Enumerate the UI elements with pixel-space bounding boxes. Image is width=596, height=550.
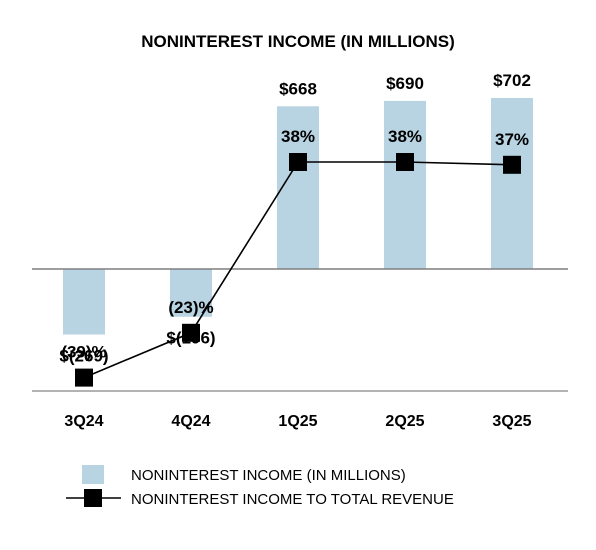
line-value-label-3Q25: 37% xyxy=(495,130,529,149)
line-value-label-3Q24: (39)% xyxy=(61,343,106,362)
line-marker-4Q24 xyxy=(182,323,200,342)
line-series xyxy=(75,153,521,387)
x-tick-3Q25: 3Q25 xyxy=(492,413,531,430)
bar-2Q25 xyxy=(384,100,426,269)
line-value-label-2Q25: 38% xyxy=(388,127,422,146)
bar-value-label-2Q25: $690 xyxy=(386,74,424,93)
legend-label-bar: NONINTEREST INCOME (IN MILLIONS) xyxy=(131,467,406,484)
line-value-label-1Q25: 38% xyxy=(281,127,315,146)
bar-value-label-3Q25: $702 xyxy=(493,71,531,90)
line-value-label-4Q24: (23)% xyxy=(168,298,213,317)
legend-swatch-bar xyxy=(82,465,104,484)
bar-1Q25 xyxy=(277,106,319,269)
bar-series xyxy=(63,97,533,335)
bar-value-label-3Q24: $(269) xyxy=(59,347,108,366)
x-tick-2Q25: 2Q25 xyxy=(385,413,424,430)
line-marker-3Q25 xyxy=(503,155,521,174)
bar-3Q25 xyxy=(491,97,533,269)
bar-3Q24 xyxy=(63,269,105,335)
chart-title: NONINTEREST INCOME (IN MILLIONS) xyxy=(141,32,455,51)
bar-value-label-4Q24: $(196) xyxy=(166,329,215,348)
line-marker-1Q25 xyxy=(289,153,307,171)
x-tick-1Q25: 1Q25 xyxy=(278,413,317,430)
x-tick-3Q24: 3Q24 xyxy=(64,413,103,430)
data-labels: $(269)(39)% $(196) (23)% $668 38% $690 38% $702… xyxy=(59,71,530,366)
x-tick-4Q24: 4Q24 xyxy=(171,413,210,430)
bar-4Q24 xyxy=(170,269,212,317)
line-marker-3Q24 xyxy=(75,368,93,387)
legend: NONINTEREST INCOME (IN MILLIONS) NONINTE… xyxy=(66,465,454,508)
legend-label-line: NONINTEREST INCOME TO TOTAL REVENUE xyxy=(131,491,454,508)
line-marker-2Q25 xyxy=(396,153,414,171)
bar-value-label-1Q25: $668 xyxy=(279,79,317,98)
legend-marker-line xyxy=(84,489,102,507)
x-axis-ticks: 3Q24 4Q24 1Q25 2Q25 3Q25 xyxy=(64,413,531,430)
